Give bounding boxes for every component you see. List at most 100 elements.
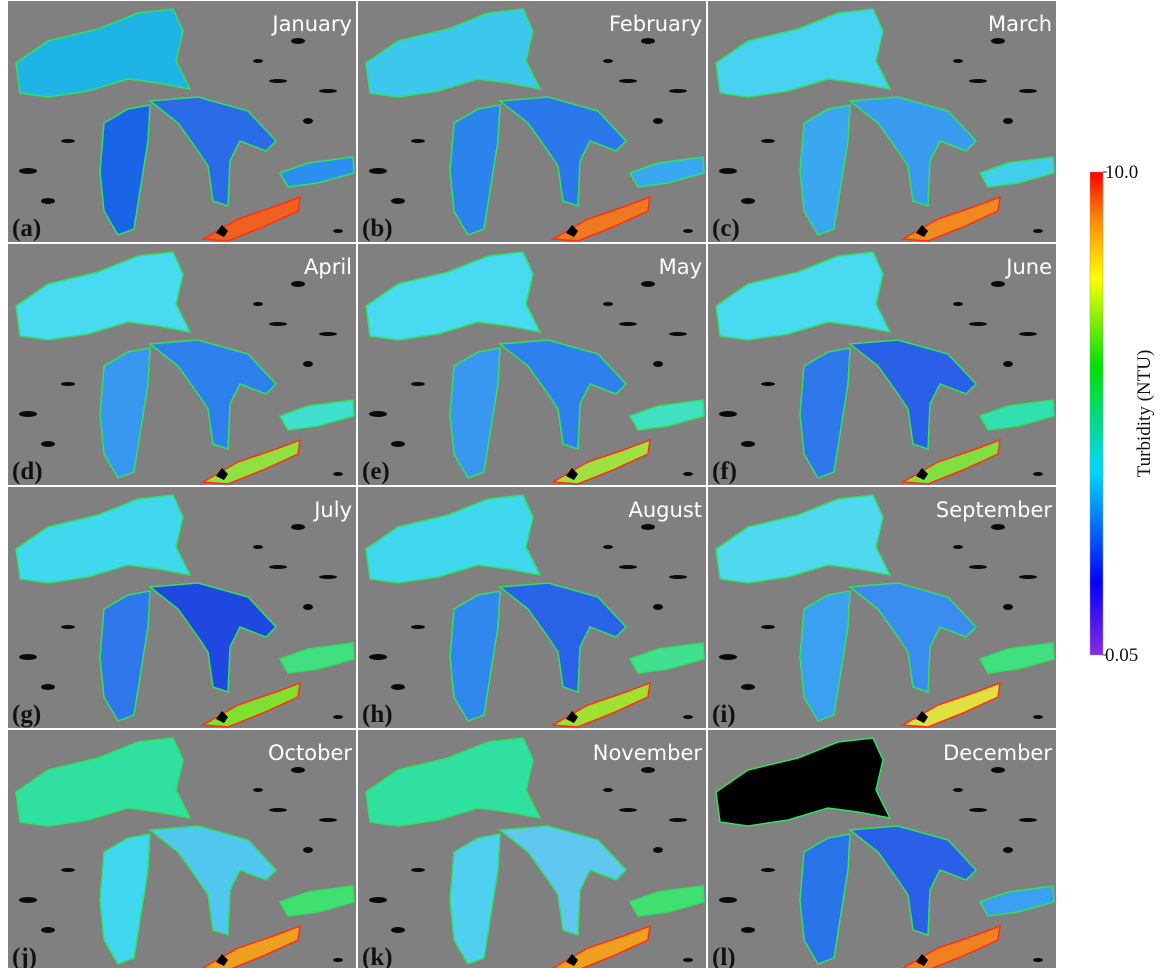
land-feature: [411, 625, 425, 629]
land-feature: [619, 322, 637, 326]
land-feature: [319, 575, 337, 579]
land-feature: [741, 927, 755, 933]
land-feature: [1019, 575, 1037, 579]
map-panel: May(e): [358, 244, 706, 485]
land-feature: [619, 808, 637, 812]
land-feature: [61, 382, 75, 386]
land-feature: [1003, 847, 1013, 853]
land-feature: [303, 361, 313, 367]
month-label: December: [943, 741, 1052, 765]
land-feature: [253, 545, 263, 549]
land-feature: [303, 847, 313, 853]
land-feature: [1003, 361, 1013, 367]
land-feature: [1019, 818, 1037, 822]
land-feature: [41, 198, 55, 204]
land-feature: [291, 524, 305, 530]
land-feature: [333, 472, 343, 476]
colorbar-title: Turbidity (NTU): [1134, 350, 1155, 478]
land-feature: [953, 788, 963, 792]
land-feature: [719, 654, 737, 660]
month-label: June: [1004, 255, 1052, 279]
land-feature: [411, 382, 425, 386]
panel-letter: (l): [712, 944, 736, 968]
panel-letter: (f): [712, 458, 737, 485]
panel-letter: (b): [362, 215, 393, 242]
map-panel: August (h): [358, 487, 706, 728]
land-feature: [269, 565, 287, 569]
land-feature: [669, 575, 687, 579]
colorbar-tick-label: 0.05: [1105, 645, 1138, 666]
land-feature: [1033, 958, 1043, 962]
land-feature: [603, 545, 613, 549]
panel-letter: (i): [712, 701, 736, 728]
land-feature: [761, 382, 775, 386]
land-feature: [19, 168, 37, 174]
land-feature: [411, 139, 425, 143]
land-feature: [269, 322, 287, 326]
map-panel: February(b): [358, 1, 706, 242]
land-feature: [603, 302, 613, 306]
land-feature: [319, 818, 337, 822]
land-feature: [319, 332, 337, 336]
land-feature: [41, 927, 55, 933]
land-feature: [619, 565, 637, 569]
land-feature: [761, 139, 775, 143]
land-feature: [369, 168, 387, 174]
land-feature: [741, 441, 755, 447]
month-label: September: [936, 498, 1052, 522]
land-feature: [333, 715, 343, 719]
land-feature: [391, 441, 405, 447]
land-feature: [719, 168, 737, 174]
month-label: August: [629, 498, 703, 522]
land-feature: [19, 411, 37, 417]
land-feature: [641, 524, 655, 530]
land-feature: [1019, 332, 1037, 336]
land-feature: [741, 198, 755, 204]
panel-letter: (h): [362, 701, 393, 728]
land-feature: [61, 868, 75, 872]
month-label: October: [268, 741, 352, 765]
land-feature: [741, 684, 755, 690]
land-feature: [683, 715, 693, 719]
land-feature: [291, 281, 305, 287]
land-feature: [953, 545, 963, 549]
land-feature: [953, 302, 963, 306]
land-feature: [253, 788, 263, 792]
land-feature: [669, 332, 687, 336]
land-feature: [1003, 604, 1013, 610]
month-label: January: [270, 12, 352, 36]
land-feature: [19, 897, 37, 903]
land-feature: [603, 59, 613, 63]
month-label: May: [659, 255, 702, 279]
land-feature: [719, 897, 737, 903]
panel-letter: (g): [12, 701, 41, 728]
land-feature: [411, 868, 425, 872]
map-panel: January(a): [8, 1, 356, 242]
land-feature: [333, 229, 343, 233]
land-feature: [291, 767, 305, 773]
panel-letter: (j): [12, 944, 37, 968]
land-feature: [761, 625, 775, 629]
month-label: November: [593, 741, 703, 765]
land-feature: [291, 38, 305, 44]
land-feature: [991, 281, 1005, 287]
land-feature: [253, 59, 263, 63]
land-feature: [669, 89, 687, 93]
figure: January(a)February(b)March(c)April(d)May…: [0, 0, 1169, 968]
land-feature: [991, 38, 1005, 44]
land-feature: [641, 38, 655, 44]
land-feature: [319, 89, 337, 93]
land-feature: [369, 654, 387, 660]
colorbar-tick-label: 10.0: [1105, 162, 1138, 183]
land-feature: [719, 411, 737, 417]
map-panel: December (l): [708, 730, 1056, 968]
land-feature: [1003, 118, 1013, 124]
land-feature: [669, 818, 687, 822]
land-feature: [969, 565, 987, 569]
panel-letter: (k): [362, 944, 393, 968]
map-panel: September (i): [708, 487, 1056, 728]
land-feature: [61, 625, 75, 629]
land-feature: [41, 441, 55, 447]
land-feature: [969, 79, 987, 83]
land-feature: [369, 411, 387, 417]
